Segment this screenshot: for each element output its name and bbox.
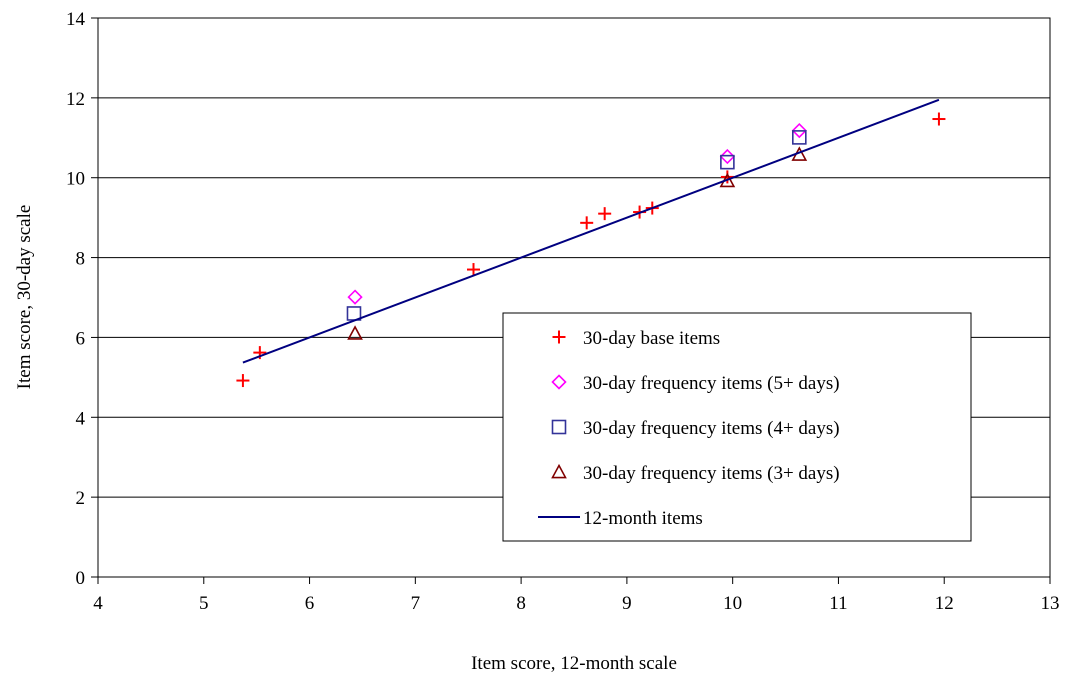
data-point-triangle	[347, 325, 363, 340]
legend-marker-triangle	[551, 463, 567, 479]
series-line-12-month	[242, 98, 940, 364]
legend-label: 12-month items	[583, 508, 703, 529]
x-tick-label: 7	[411, 593, 421, 614]
data-point-plus	[932, 112, 946, 126]
plot-area	[97, 17, 1051, 578]
data-point-plus	[598, 207, 612, 221]
legend-item: 30-day frequency items (5+ days)	[551, 373, 840, 394]
legend-item: 12-month items	[538, 508, 703, 529]
data-point-diamond	[347, 289, 363, 305]
x-tick-label: 10	[723, 593, 742, 614]
y-tick-label: 14	[66, 9, 86, 30]
legend-label: 30-day base items	[583, 328, 720, 349]
y-tick-label: 0	[76, 568, 86, 589]
y-tick-label: 12	[66, 89, 85, 110]
x-tick-label: 11	[829, 593, 847, 614]
legend-label: 30-day frequency items (3+ days)	[583, 463, 840, 484]
x-tick-label: 13	[1041, 593, 1060, 614]
legend-label: 30-day frequency items (5+ days)	[583, 373, 840, 394]
data-point-square	[792, 130, 807, 145]
y-tick-label: 8	[76, 249, 86, 270]
x-tick-label: 6	[305, 593, 315, 614]
legend-item: 30-day frequency items (4+ days)	[551, 418, 840, 439]
legend: 30-day base items 30-day frequency items …	[502, 312, 972, 542]
legend-label: 30-day frequency items (4+ days)	[583, 418, 840, 439]
data-point-plus	[467, 263, 481, 277]
x-tick-label: 4	[93, 593, 103, 614]
x-tick-label: 5	[199, 593, 209, 614]
y-tick-label: 2	[76, 488, 86, 509]
x-tick-label: 12	[935, 593, 954, 614]
y-tick-label: 4	[76, 408, 86, 429]
data-marks	[236, 98, 946, 388]
legend-item: 30-day frequency items (3+ days)	[551, 463, 840, 484]
legend-marker-diamond	[551, 374, 567, 390]
legend-box	[502, 312, 972, 542]
legend-marker-plus	[552, 330, 566, 344]
data-point-square	[720, 154, 735, 170]
legend-item: 30-day base items	[552, 328, 720, 349]
y-tick-label: 6	[76, 328, 86, 349]
x-tick-label: 8	[516, 593, 526, 614]
axes: 0 2 4 6 8 10 12 14 4 5 6 7 8 9 10 11 12 13	[66, 9, 1060, 614]
data-point-plus	[236, 374, 250, 388]
y-tick-label: 10	[66, 169, 85, 190]
data-point-plus	[580, 216, 594, 230]
x-tick-label: 9	[622, 593, 632, 614]
data-point-diamond	[791, 122, 807, 139]
y-axis-title: Item score, 30-day scale	[14, 205, 35, 390]
data-point-plus	[720, 170, 734, 184]
legend-marker-square	[551, 419, 567, 435]
x-axis-title: Item score, 12-month scale	[471, 653, 677, 674]
data-point-diamond	[719, 148, 736, 165]
